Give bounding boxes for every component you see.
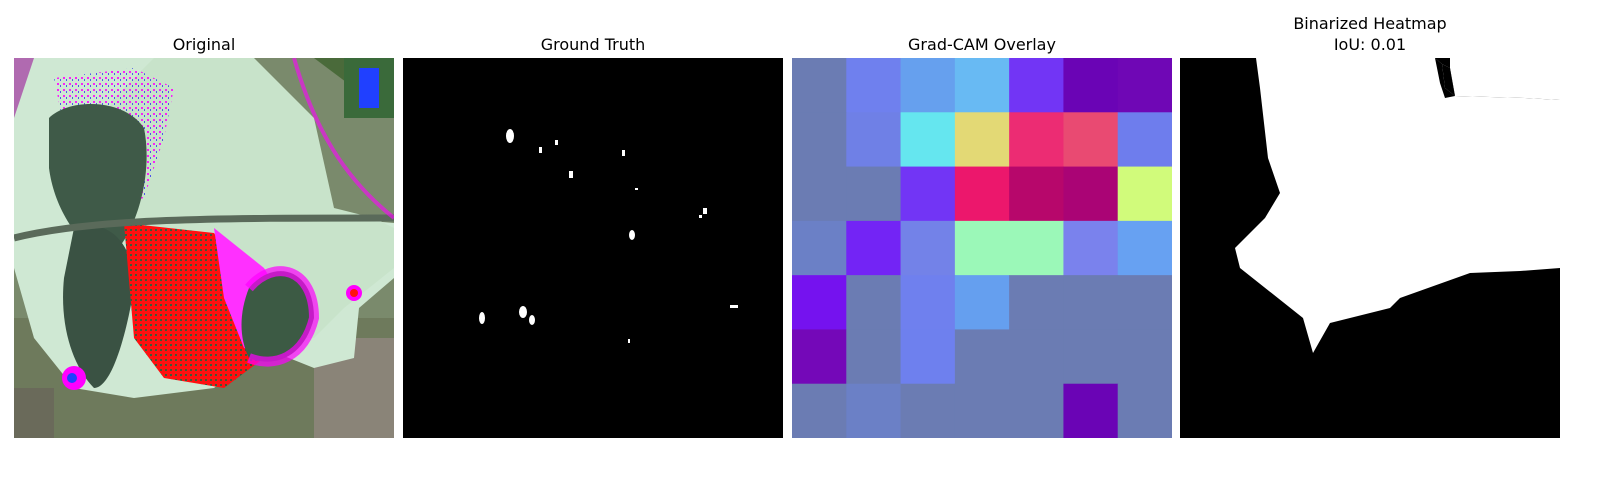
heatmap-cell <box>1009 112 1064 168</box>
heatmap-cell <box>1009 329 1064 385</box>
heatmap-cell <box>792 166 847 222</box>
binarized-heatmap <box>1180 58 1560 438</box>
heatmap-cell <box>1117 112 1172 168</box>
heatmap-cell <box>1063 329 1119 385</box>
heatmap-cell <box>900 220 956 276</box>
panel-title: Binarized Heatmap IoU: 0.01 <box>1180 13 1560 55</box>
heatmap-cell <box>1063 220 1119 276</box>
heatmap-cell <box>846 220 902 276</box>
heatmap-cell <box>1009 383 1064 438</box>
heatmap-cell <box>900 166 956 222</box>
original-image <box>14 58 394 438</box>
heatmap-cell <box>792 220 847 276</box>
heatmap-cell <box>1009 166 1064 222</box>
heatmap-cell <box>900 112 956 168</box>
heatmap-cell <box>954 58 1010 113</box>
heatmap-cell <box>1063 275 1119 330</box>
heatmap-cell <box>900 383 956 438</box>
panel-gradcam: Grad-CAM Overlay <box>792 0 1172 500</box>
panel-ground-truth: Ground Truth <box>403 0 783 500</box>
binarized-image <box>1180 58 1560 438</box>
heatmap-cell <box>792 383 847 438</box>
gradcam-image <box>792 58 1172 438</box>
heatmap-cell <box>846 275 902 330</box>
heatmap-cell <box>792 275 847 330</box>
panel-title-main: Binarized Heatmap <box>1293 14 1447 33</box>
heatmap-cell <box>1009 220 1064 276</box>
heatmap-cell <box>1009 58 1064 113</box>
heatmap-cell <box>846 166 902 222</box>
heatmap-cell <box>792 329 847 385</box>
binary-mask <box>403 58 783 438</box>
ground-truth-image <box>403 58 783 438</box>
heatmap-grid <box>792 58 1172 438</box>
heatmap-cell <box>792 58 847 113</box>
heatmap-cell <box>1063 166 1119 222</box>
heatmap-cell <box>1117 275 1172 330</box>
panel-binarized: Binarized Heatmap IoU: 0.01 <box>1180 0 1560 500</box>
heatmap-cell <box>1117 166 1172 222</box>
heatmap-cell <box>1063 383 1119 438</box>
heatmap-cell <box>954 275 1010 330</box>
panel-title: Grad-CAM Overlay <box>908 35 1056 54</box>
panel-original: Original <box>14 0 394 500</box>
heatmap-cell <box>954 166 1010 222</box>
heatmap-cell <box>846 112 902 168</box>
heatmap-cell <box>954 220 1010 276</box>
iou-label: IoU: 0.01 <box>1333 35 1407 54</box>
heatmap-cell <box>1063 112 1119 168</box>
heatmap-cell <box>1117 329 1172 385</box>
heatmap-cell <box>954 329 1010 385</box>
heatmap-cell <box>1009 275 1064 330</box>
heatmap-cell <box>900 329 956 385</box>
heatmap-cell <box>846 329 902 385</box>
heatmap-cell <box>1117 220 1172 276</box>
heatmap-cell <box>954 383 1010 438</box>
heatmap-cell <box>846 383 902 438</box>
heatmap-cell <box>900 275 956 330</box>
heatmap-cell <box>1117 58 1172 113</box>
panel-title: Ground Truth <box>540 35 646 54</box>
panel-title: Original <box>172 35 236 54</box>
heatmap-cell <box>954 112 1010 168</box>
leaf-photo <box>14 58 394 438</box>
heatmap-cell <box>1063 58 1119 113</box>
heatmap-cell <box>792 112 847 168</box>
heatmap-cell <box>1117 383 1172 438</box>
heatmap-cell <box>900 58 956 113</box>
heatmap-cell <box>846 58 902 113</box>
